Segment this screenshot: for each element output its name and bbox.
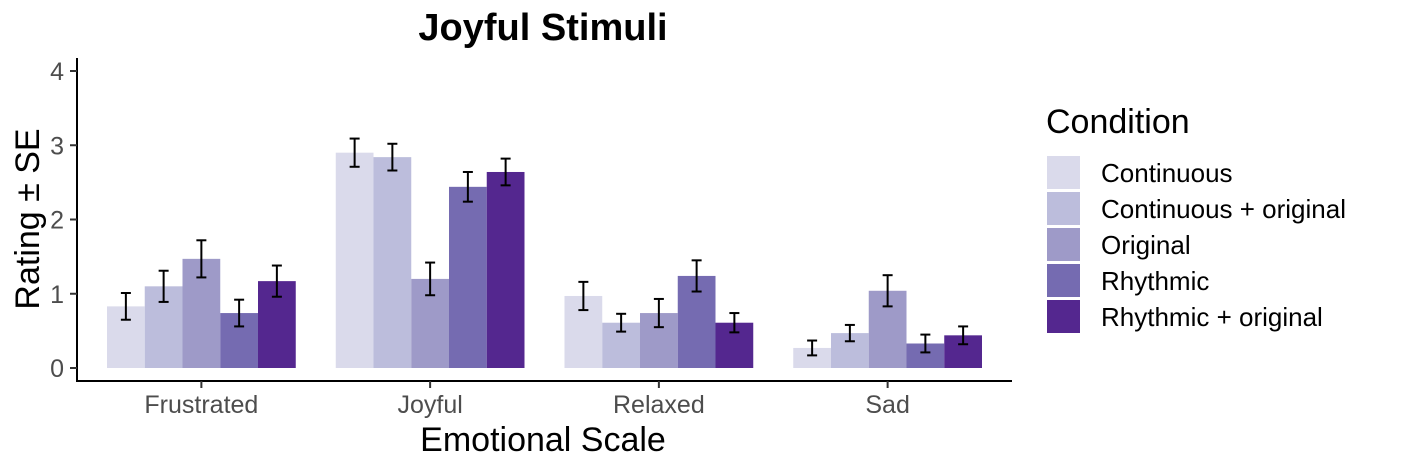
y-axis-title: Rating ± SE [9, 128, 47, 309]
errorbars-layer [120, 137, 969, 357]
error-bar-joyful-5 [500, 157, 511, 187]
bars-layer [107, 152, 982, 368]
x-tick-label-joyful: Joyful [397, 391, 462, 419]
legend-swatch-3 [1047, 228, 1080, 261]
legend-label-4: Rhythmic [1101, 266, 1209, 296]
error-bar-frustrated-4 [234, 298, 245, 328]
x-tick-label-frustrated: Frustrated [144, 391, 258, 419]
error-bar-relaxed-3 [653, 297, 664, 329]
error-bar-joyful-2 [387, 142, 398, 172]
legend-item-3: Original [1047, 228, 1191, 261]
y-tick-label-3: 3 [50, 132, 64, 160]
legend-swatch-2 [1047, 192, 1080, 225]
legend-label-5: Rhythmic + original [1101, 302, 1323, 332]
legend-label-3: Original [1101, 230, 1191, 260]
legend: Condition Continuous Continuous + origina… [1046, 103, 1346, 333]
legend-swatch-4 [1047, 264, 1080, 297]
legend-item-5: Rhythmic + original [1047, 300, 1323, 333]
y-tick-label-4: 4 [50, 58, 64, 86]
error-bar-joyful-4 [462, 170, 473, 203]
error-bar-joyful-1 [349, 137, 360, 168]
bar-joyful-1 [335, 152, 374, 368]
legend-title: Condition [1046, 103, 1190, 141]
y-tick-label-1: 1 [50, 281, 64, 309]
y-tick-label-2: 2 [50, 207, 64, 235]
error-bar-relaxed-5 [729, 312, 740, 334]
error-bar-frustrated-5 [271, 264, 282, 298]
error-bar-sad-2 [844, 323, 855, 343]
error-bar-frustrated-3 [196, 239, 207, 279]
error-bar-relaxed-4 [691, 259, 702, 293]
error-bar-relaxed-1 [578, 280, 589, 312]
legend-swatch-1 [1047, 156, 1080, 189]
error-bar-sad-5 [958, 325, 969, 346]
bar-joyful-5 [486, 171, 525, 368]
error-bar-sad-3 [882, 274, 893, 308]
y-ticks-layer: 0 1 2 3 4 [50, 58, 77, 383]
legend-label-2: Continuous + original [1101, 194, 1346, 224]
chart-title: Joyful Stimuli [418, 7, 667, 49]
error-bar-sad-4 [920, 333, 931, 354]
y-tick-label-0: 0 [50, 355, 64, 383]
legend-item-1: Continuous [1047, 156, 1233, 189]
legend-swatch-5 [1047, 300, 1080, 333]
bar-joyful-2 [373, 157, 412, 368]
bar-joyful-4 [449, 186, 487, 368]
error-bar-frustrated-1 [120, 292, 131, 321]
error-bar-joyful-3 [425, 261, 436, 297]
legend-item-4: Rhythmic [1047, 264, 1209, 297]
legend-item-2: Continuous + original [1047, 192, 1346, 225]
error-bar-sad-1 [807, 339, 818, 357]
error-bar-relaxed-2 [616, 312, 627, 333]
x-ticks-layer: Frustrated Joyful Relaxed Sad [144, 381, 910, 419]
legend-items: Continuous Continuous + original Original R… [1047, 156, 1346, 333]
x-tick-label-relaxed: Relaxed [613, 391, 705, 419]
x-axis-title: Emotional Scale [420, 421, 666, 459]
legend-label-1: Continuous [1101, 158, 1233, 188]
bar-sad-1 [793, 347, 831, 368]
error-bar-frustrated-2 [158, 269, 169, 303]
x-tick-label-sad: Sad [865, 391, 909, 419]
